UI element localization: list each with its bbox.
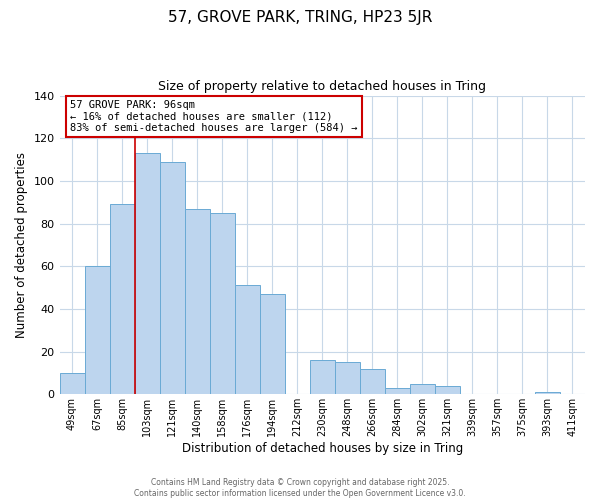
Bar bbox=[410, 384, 435, 394]
Bar bbox=[209, 213, 235, 394]
Title: Size of property relative to detached houses in Tring: Size of property relative to detached ho… bbox=[158, 80, 486, 93]
Bar bbox=[59, 373, 85, 394]
Bar bbox=[260, 294, 285, 394]
Text: 57, GROVE PARK, TRING, HP23 5JR: 57, GROVE PARK, TRING, HP23 5JR bbox=[168, 10, 432, 25]
Bar bbox=[110, 204, 134, 394]
Bar bbox=[85, 266, 110, 394]
Bar bbox=[435, 386, 460, 394]
Bar bbox=[310, 360, 335, 394]
Bar bbox=[235, 286, 260, 395]
Text: Contains HM Land Registry data © Crown copyright and database right 2025.
Contai: Contains HM Land Registry data © Crown c… bbox=[134, 478, 466, 498]
Y-axis label: Number of detached properties: Number of detached properties bbox=[15, 152, 28, 338]
Bar bbox=[385, 388, 410, 394]
Bar bbox=[535, 392, 560, 394]
X-axis label: Distribution of detached houses by size in Tring: Distribution of detached houses by size … bbox=[182, 442, 463, 455]
Text: 57 GROVE PARK: 96sqm
← 16% of detached houses are smaller (112)
83% of semi-deta: 57 GROVE PARK: 96sqm ← 16% of detached h… bbox=[70, 100, 358, 133]
Bar bbox=[134, 153, 160, 394]
Bar bbox=[360, 368, 385, 394]
Bar bbox=[185, 208, 209, 394]
Bar bbox=[160, 162, 185, 394]
Bar bbox=[335, 362, 360, 394]
